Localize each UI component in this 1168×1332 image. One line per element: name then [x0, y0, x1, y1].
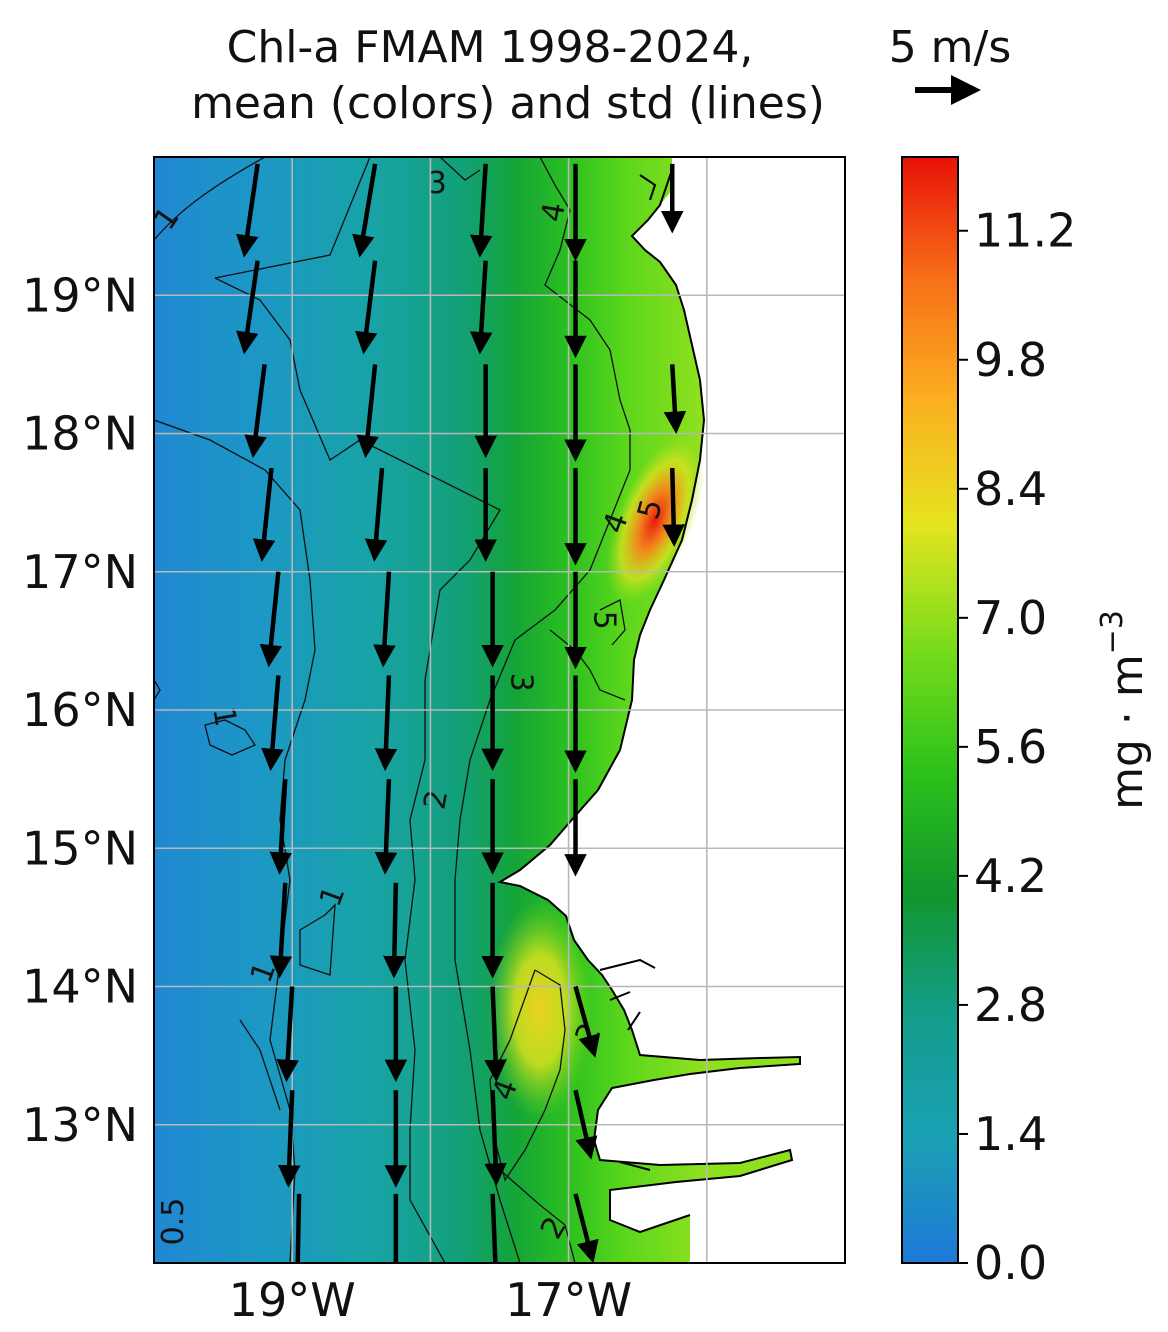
map-title-line1: Chl-a FMAM 1998-2024, — [227, 22, 754, 73]
wind-arrow — [236, 163, 260, 258]
lat-tick-label: 13°N — [22, 1098, 138, 1152]
wind-arrow — [252, 467, 276, 562]
colorbar-tick-label: 11.2 — [974, 204, 1076, 258]
wind-arrow — [236, 260, 260, 355]
colorbar-tick-label: 2.8 — [974, 978, 1047, 1032]
colorbar-label: mg · m−3 — [1095, 610, 1153, 810]
wind-arrow — [383, 882, 406, 979]
colorbar-label-exponent: −3 — [1095, 610, 1130, 654]
contour-label: 5 — [587, 611, 622, 630]
wind-arrow — [663, 364, 687, 434]
wind-vectors — [236, 163, 687, 1263]
colorbar — [902, 157, 958, 1263]
wind-arrow — [490, 1193, 498, 1263]
colorbar-tick-label: 8.4 — [974, 462, 1047, 516]
colorbar-tick-label: 7.0 — [974, 591, 1047, 645]
lat-tick-label: 15°N — [22, 821, 138, 875]
map-title-line2: mean (colors) and std (lines) — [191, 78, 825, 129]
colorbar-tick-label: 4.2 — [974, 849, 1047, 903]
contour-label: 3 — [504, 673, 539, 692]
lat-tick-label: 18°N — [22, 407, 138, 461]
map-panel: 134455312112420.5 — [154, 157, 845, 1263]
wind-arrow — [269, 778, 293, 875]
wind-arrow — [364, 467, 388, 562]
high-chl-north — [606, 435, 704, 605]
wind-arrow — [662, 468, 685, 547]
wind-arrow — [355, 260, 378, 355]
contour-label: 0.5 — [156, 1198, 191, 1246]
coastline — [497, 169, 801, 1234]
wind-arrow — [469, 260, 493, 355]
lon-tick-label: 19°W — [229, 1273, 356, 1327]
colorbar-label-unit: mg · m — [1102, 654, 1153, 810]
wind-arrow — [356, 364, 379, 459]
colorbar-tick-label: 1.4 — [974, 1107, 1047, 1161]
wind-key-label: 5 m/s — [889, 22, 1012, 73]
colorbar-tick-label: 5.6 — [974, 720, 1047, 774]
wind-arrow — [277, 1090, 301, 1188]
wind-arrow — [259, 571, 283, 668]
colorbar-tick-label: 9.8 — [974, 333, 1047, 387]
colorbar-ticks: 0.0 1.4 2.8 4.2 5.6 7.0 8.4 9.8 11.2 — [958, 204, 1076, 1290]
lat-tick-label: 16°N — [22, 683, 138, 737]
wind-arrow — [352, 163, 378, 258]
contour-label: 3 — [428, 166, 447, 201]
wind-arrow — [573, 985, 601, 1058]
lat-tick-label: 14°N — [22, 960, 138, 1014]
high-chl-south — [488, 900, 592, 1120]
lat-tick-label: 19°N — [22, 268, 138, 322]
lon-tick-label: 17°W — [505, 1273, 632, 1327]
coastline-detail — [599, 174, 657, 1171]
map-frame — [153, 156, 846, 1264]
wind-arrow — [469, 163, 493, 258]
wind-arrow — [244, 364, 267, 459]
lat-tick-label: 17°N — [22, 545, 138, 599]
wind-arrow — [374, 779, 398, 875]
wind-arrow — [269, 882, 293, 979]
wind-arrow — [373, 571, 396, 668]
colorbar-frame — [901, 156, 959, 1264]
wind-arrow — [295, 1193, 302, 1263]
wind-arrow — [261, 675, 284, 772]
colorbar-tick-label: 0.0 — [974, 1236, 1047, 1290]
wind-arrow — [573, 1193, 599, 1263]
std-contours — [154, 157, 631, 1263]
wind-arrow — [374, 675, 398, 772]
latitude-ticks: 13°N 14°N 15°N 16°N 17°N 18°N 19°N — [22, 268, 138, 1152]
longitude-ticks: 19°W 17°W — [229, 1273, 632, 1327]
wind-arrow — [484, 986, 507, 1083]
wind-arrow — [276, 986, 299, 1083]
gridlines — [154, 157, 845, 1263]
wind-arrow — [484, 1090, 507, 1186]
wind-arrow — [573, 1089, 598, 1160]
